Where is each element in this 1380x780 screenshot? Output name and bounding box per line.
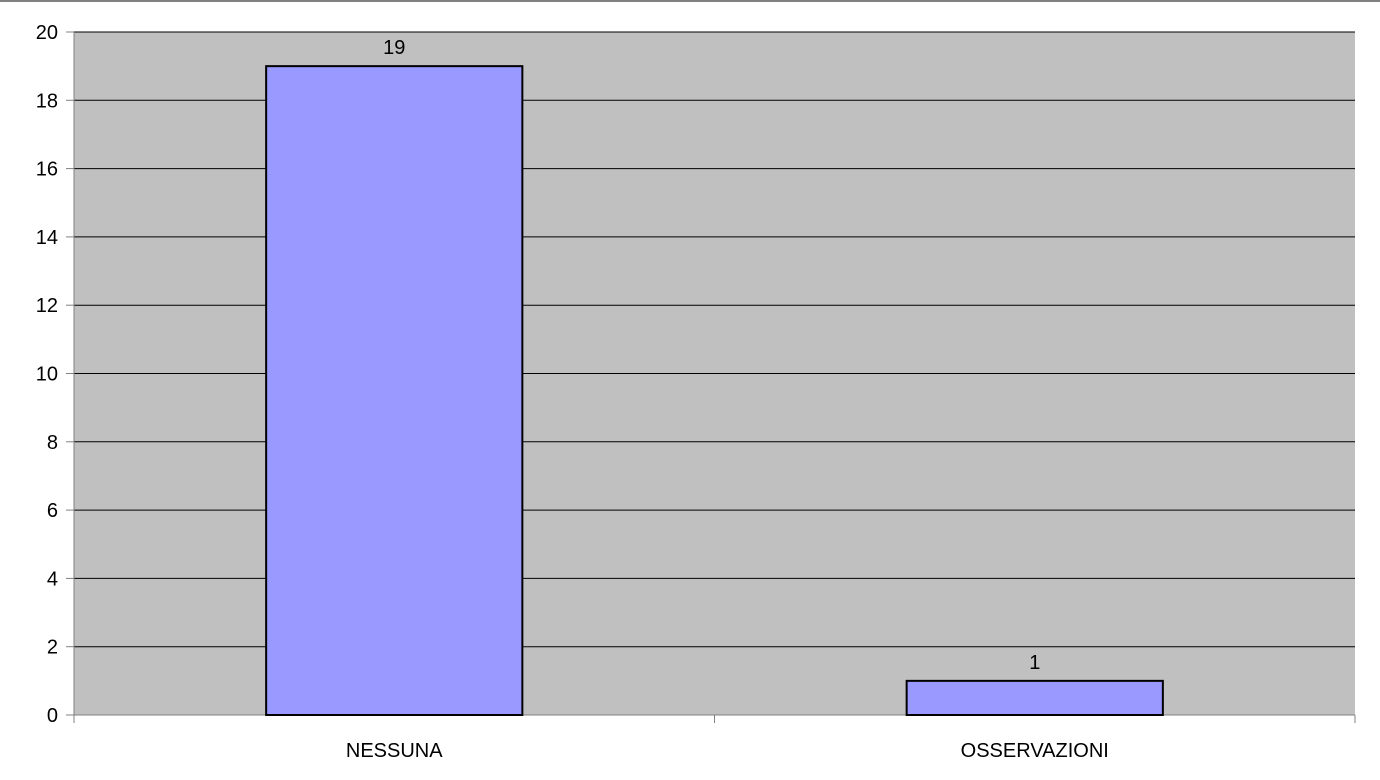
y-tick-label: 18 xyxy=(36,90,58,112)
y-tick-label: 20 xyxy=(36,22,58,44)
data-label: 1 xyxy=(1029,652,1040,674)
y-tick-label: 8 xyxy=(47,432,58,454)
labels: 0 2 4 6 8 10 12 14 16 18 20 19 NESSUNA 1 OSSERVAZIONI xyxy=(36,22,1109,762)
y-tick-label: 6 xyxy=(47,500,58,522)
y-tick-label: 4 xyxy=(47,568,58,590)
y-tick-label: 0 xyxy=(47,705,58,727)
x-tick-label: NESSUNA xyxy=(346,740,443,762)
data-label: 19 xyxy=(383,37,405,59)
y-tick-label: 14 xyxy=(36,227,58,249)
bars xyxy=(265,65,1164,716)
x-tick-label: OSSERVAZIONI xyxy=(961,740,1109,762)
y-tick-label: 2 xyxy=(47,637,58,659)
y-tick-label: 12 xyxy=(36,295,58,317)
bar-osservazioni xyxy=(905,679,1164,716)
bar-nessuna xyxy=(265,65,524,716)
y-tick-label: 16 xyxy=(36,159,58,181)
y-tick-label: 10 xyxy=(36,364,58,386)
